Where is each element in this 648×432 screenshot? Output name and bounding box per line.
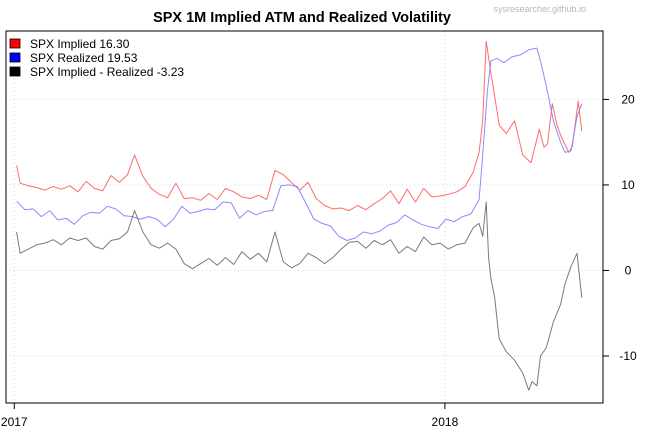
legend-label: SPX Realized 19.53 (30, 51, 138, 65)
y-tick-label: 0 (625, 263, 632, 277)
series-line-spx-implied-realized (16, 201, 583, 391)
y-tick-label: 20 (621, 92, 635, 106)
legend-swatch (9, 38, 21, 49)
x-tick-label: 2017 (1, 415, 28, 429)
grid (6, 31, 603, 403)
x-axis: 2017 2018 (1, 403, 459, 429)
legend-label: SPX Implied 16.30 (30, 37, 130, 51)
legend-swatch (9, 66, 21, 77)
series-line-spx-realized (16, 47, 583, 241)
y-tick-label: -10 (619, 349, 637, 363)
y-tick-label: 10 (621, 178, 635, 192)
watermark: sysresearcher.github.io (493, 4, 586, 14)
series-group (16, 40, 583, 391)
plot-frame (5, 30, 604, 404)
x-tick-label: 2018 (432, 415, 459, 429)
legend-swatch (9, 52, 21, 63)
chart-title: SPX 1M Implied ATM and Realized Volatili… (153, 10, 451, 26)
legend-label: SPX Implied - Realized -3.23 (30, 65, 184, 79)
series-line-spx-implied (16, 40, 583, 212)
y-axis: -10 0 10 20 (603, 92, 637, 363)
